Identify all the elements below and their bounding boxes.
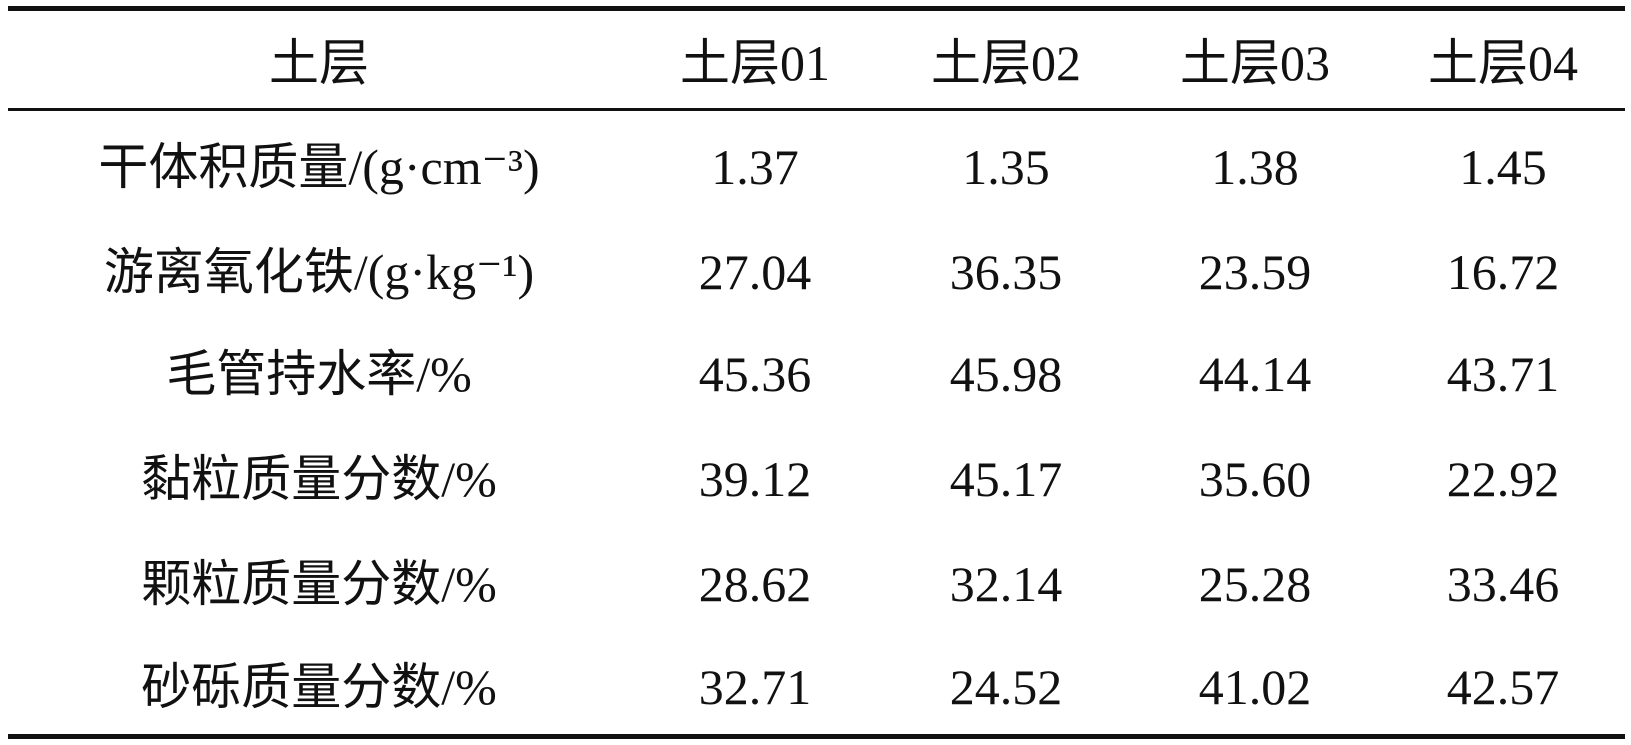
table-cell: 39.12 [698,451,812,507]
table-cell: 1.35 [962,139,1050,195]
table-cell: 25.28 [1198,556,1312,612]
table-cell: 45.36 [698,346,812,402]
row-label: 颗粒质量分数/% [141,556,497,612]
table-cell: 1.45 [1459,139,1547,195]
header-cell: 土层01 [680,35,830,91]
table-cell: 42.57 [1446,659,1560,715]
table-cell: 23.59 [1198,244,1312,300]
header-cell: 土层 [269,35,369,91]
table-cell: 22.92 [1446,451,1560,507]
table-cell: 16.72 [1446,244,1560,300]
table-cell: 1.38 [1211,139,1299,195]
table-cell: 35.60 [1198,451,1312,507]
header-cell: 土层02 [931,35,1081,91]
row-label: 毛管持水率/% [166,346,472,402]
table-cell: 44.14 [1198,346,1312,402]
top-rule [8,6,1625,11]
table-cell: 32.71 [698,659,812,715]
header-cell: 土层03 [1180,35,1330,91]
table-cell: 1.37 [711,139,799,195]
row-label: 砂砾质量分数/% [141,659,497,715]
bottom-rule [8,734,1625,739]
table-cell: 24.52 [949,659,1063,715]
row-label: 干体积质量/(g·cm⁻³) [98,139,540,195]
table-cell: 41.02 [1198,659,1312,715]
table-cell: 36.35 [949,244,1063,300]
table-cell: 45.98 [949,346,1063,402]
table-cell: 28.62 [698,556,812,612]
table-cell: 45.17 [949,451,1063,507]
table-cell: 33.46 [1446,556,1560,612]
row-label: 游离氧化铁/(g·kg⁻¹) [103,244,535,300]
table-cell: 43.71 [1446,346,1560,402]
header-rule [8,108,1625,111]
header-cell: 土层04 [1428,35,1578,91]
table-cell: 27.04 [698,244,812,300]
table-cell: 32.14 [949,556,1063,612]
row-label: 黏粒质量分数/% [141,451,497,507]
